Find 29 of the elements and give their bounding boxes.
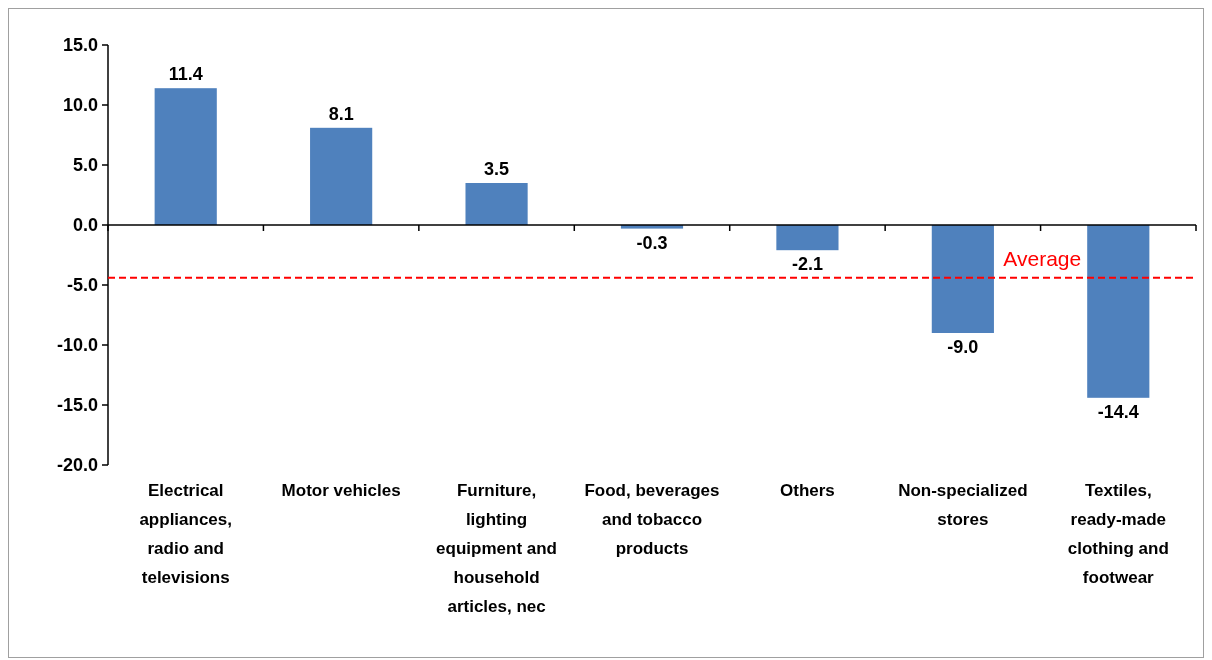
data-label: 3.5 — [484, 159, 510, 179]
bar — [931, 225, 994, 333]
x-tick-label: Food, beverages and tobacco products — [584, 481, 720, 558]
y-tick-label: 10.0 — [62, 95, 98, 116]
bar — [310, 127, 373, 225]
y-tick-label: 5.0 — [72, 155, 98, 176]
y-tick-label: -20.0 — [56, 455, 98, 476]
bar — [154, 88, 217, 225]
data-label: -9.0 — [947, 337, 979, 357]
ref-line-label: Average — [1003, 246, 1082, 270]
x-tick-label: Motor vehicles — [281, 481, 401, 500]
data-label: 8.1 — [328, 103, 354, 124]
x-tick-label: Electrical appliances, radio and televisions — [139, 481, 233, 587]
bar — [1087, 225, 1150, 398]
bar — [776, 225, 839, 251]
data-label: -0.3 — [636, 232, 668, 253]
y-tick-label: -5.0 — [66, 275, 98, 296]
y-tick-label: 0.0 — [72, 215, 98, 236]
y-tick-label: 15.0 — [62, 35, 98, 56]
data-label: -2.1 — [791, 254, 823, 275]
bar — [465, 183, 528, 225]
x-tick-label: Non-specialized stores — [898, 481, 1028, 529]
y-tick-label: -10.0 — [56, 335, 98, 356]
y-tick-label: -15.0 — [56, 395, 98, 416]
x-tick-label: Furniture, lighting equipment and household articles, nec — [436, 481, 558, 616]
x-tick-label: Others — [780, 481, 835, 500]
data-label: -14.4 — [1097, 401, 1139, 422]
x-tick-label: Textiles, ready-made clothing and footwear — [1067, 481, 1169, 587]
data-label: 11.4 — [168, 64, 203, 85]
